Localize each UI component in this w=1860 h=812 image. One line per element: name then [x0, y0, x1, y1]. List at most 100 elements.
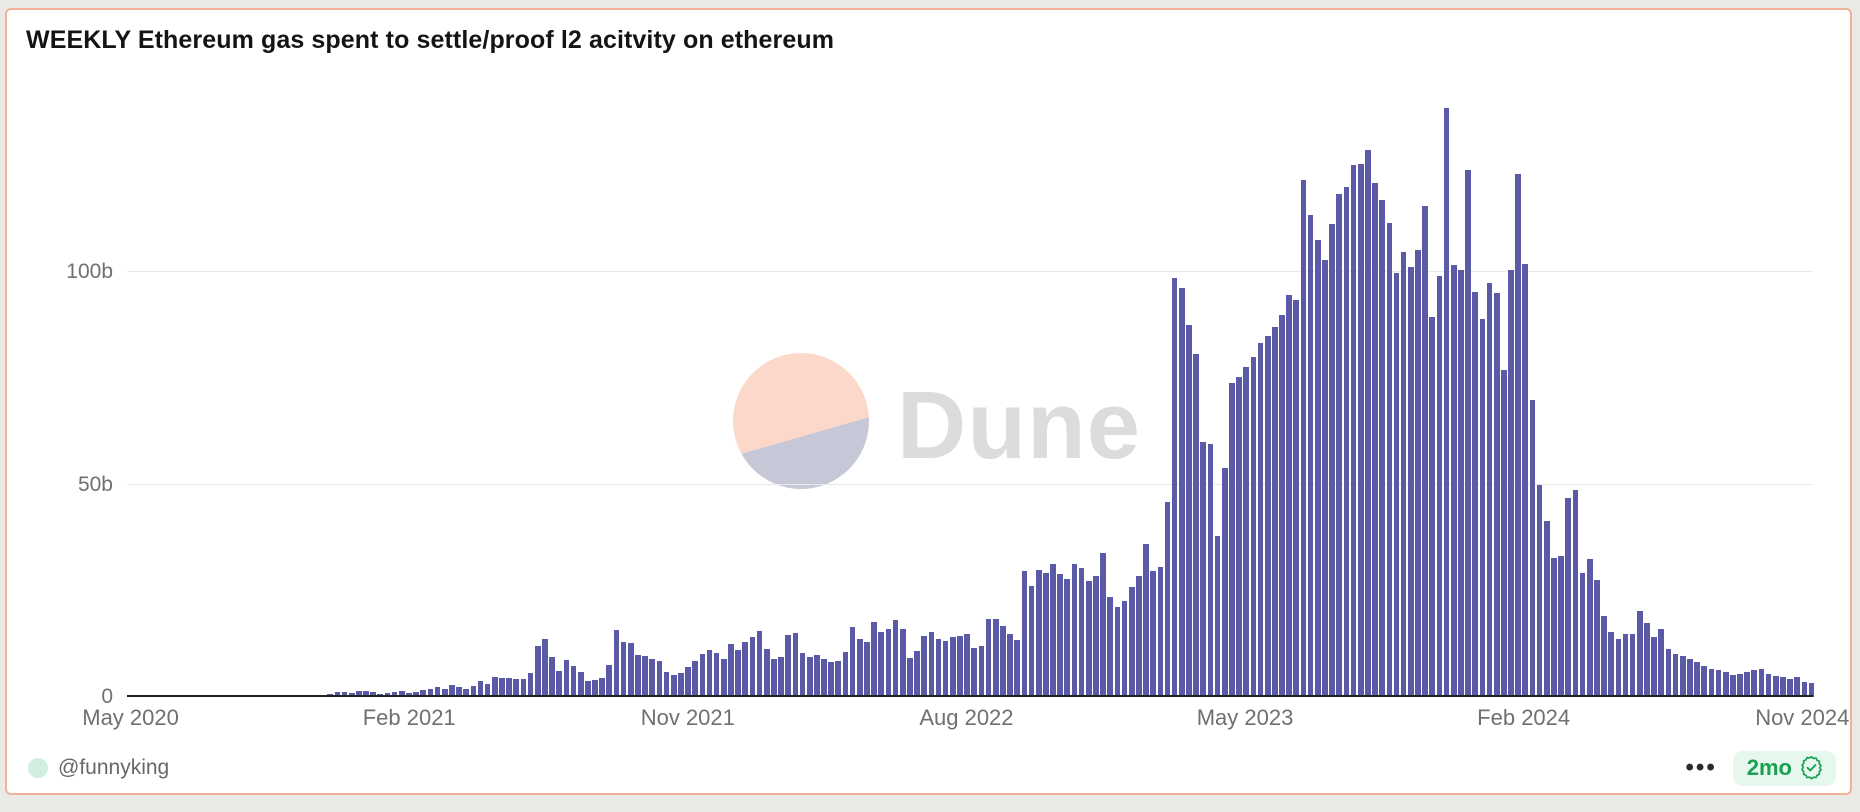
bar	[499, 677, 505, 697]
bar	[1250, 357, 1257, 697]
bar	[1171, 277, 1178, 697]
bar	[1551, 558, 1557, 697]
bar	[1093, 576, 1099, 697]
author-avatar	[28, 758, 48, 778]
bar	[1007, 634, 1013, 697]
bar	[1393, 272, 1400, 697]
bar	[842, 652, 849, 697]
bar	[1794, 677, 1801, 697]
bar	[1772, 676, 1779, 697]
bar	[1565, 497, 1572, 697]
bar	[1787, 679, 1793, 697]
bar	[949, 637, 956, 697]
y-tick-label: 100b	[66, 260, 113, 283]
dune-logo-icon	[733, 353, 869, 489]
bar	[814, 654, 820, 697]
bar	[1150, 571, 1156, 697]
bar	[1350, 165, 1357, 697]
bar	[706, 650, 713, 697]
bar	[1722, 671, 1729, 697]
bar	[1465, 170, 1471, 697]
more-options-button[interactable]: •••	[1685, 754, 1717, 781]
bar	[957, 636, 963, 697]
gridline-50b	[127, 483, 1813, 485]
bar	[1644, 623, 1650, 697]
bar	[1121, 601, 1128, 697]
bar	[1651, 637, 1657, 697]
bar	[878, 631, 885, 697]
bar	[1737, 674, 1743, 697]
bar	[1422, 206, 1428, 697]
dune-watermark: Dune	[127, 97, 1813, 697]
bar	[1751, 670, 1758, 697]
bar	[942, 641, 949, 697]
bar	[899, 629, 906, 697]
bar	[1429, 317, 1436, 697]
bar	[1050, 564, 1056, 697]
bar	[1515, 174, 1521, 697]
bar	[1508, 269, 1514, 697]
bar	[1579, 573, 1586, 697]
bar	[1214, 536, 1221, 697]
bar	[1343, 187, 1350, 697]
bar	[1615, 639, 1622, 697]
bar	[370, 691, 376, 697]
bar	[1114, 607, 1121, 697]
bar	[1486, 283, 1493, 697]
x-tick-label: Nov 2021	[640, 705, 735, 730]
bar	[971, 648, 978, 697]
bar	[1186, 324, 1192, 697]
bar	[1715, 670, 1722, 697]
bar	[978, 646, 985, 697]
bar	[928, 631, 935, 697]
bar	[1035, 569, 1042, 697]
bar	[1458, 269, 1464, 697]
bar	[406, 692, 412, 697]
chart-card: WEEKLY Ethereum gas spent to settle/proo…	[5, 8, 1852, 795]
bar	[1400, 252, 1407, 697]
bar	[1808, 683, 1815, 697]
bar	[441, 689, 448, 697]
bar	[713, 653, 720, 697]
bar	[1708, 668, 1715, 697]
bar	[1300, 180, 1307, 697]
x-tick-label: Aug 2022	[919, 705, 1014, 730]
bar	[821, 658, 827, 697]
bar	[577, 671, 584, 697]
bar	[1365, 150, 1371, 697]
bar	[520, 679, 527, 697]
bar	[1386, 223, 1393, 697]
bar	[1000, 626, 1006, 697]
bar	[1407, 266, 1414, 697]
bar	[1078, 568, 1085, 697]
footer: @funnyking ••• 2mo	[28, 748, 1836, 788]
bar	[749, 637, 756, 697]
bar	[449, 685, 455, 697]
data-freshness-badge[interactable]: 2mo	[1732, 750, 1836, 786]
bar	[742, 642, 749, 697]
bar	[735, 650, 741, 697]
bar	[334, 692, 341, 697]
bar	[935, 639, 942, 697]
bar	[570, 665, 577, 697]
bar	[613, 630, 620, 697]
bar	[1601, 616, 1607, 697]
bar	[542, 639, 548, 697]
y-tick-label: 50b	[77, 472, 113, 496]
bar	[1128, 587, 1135, 697]
bar	[678, 673, 684, 697]
bar	[1629, 634, 1636, 697]
bar	[434, 686, 441, 697]
bar	[864, 642, 870, 697]
bar	[463, 688, 469, 697]
bar	[799, 652, 806, 697]
bar	[1107, 597, 1114, 697]
bar	[1028, 586, 1035, 697]
author-handle[interactable]: @funnyking	[58, 756, 170, 779]
bar	[513, 678, 520, 697]
bar	[1415, 249, 1421, 697]
bar	[1043, 573, 1049, 697]
chart-title: WEEKLY Ethereum gas spent to settle/proo…	[26, 26, 835, 54]
bar	[356, 691, 362, 697]
bar	[1257, 342, 1264, 697]
